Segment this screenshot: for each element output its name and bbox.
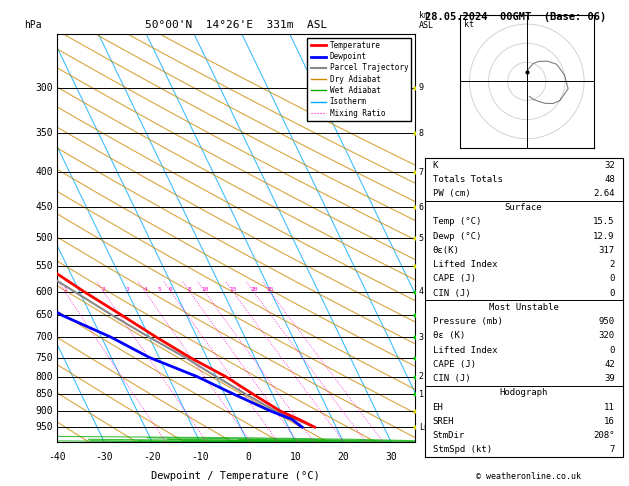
Text: 5: 5 <box>157 287 161 292</box>
Text: -20: -20 <box>143 452 161 463</box>
Text: 9: 9 <box>419 83 424 92</box>
Text: 550: 550 <box>35 261 53 271</box>
Text: 850: 850 <box>35 389 53 399</box>
Text: Mixing Ratio (g/kg): Mixing Ratio (g/kg) <box>451 187 460 289</box>
Text: 317: 317 <box>599 246 615 255</box>
Text: 20: 20 <box>338 452 349 463</box>
Text: Surface: Surface <box>505 203 542 212</box>
Text: 2.64: 2.64 <box>593 189 615 198</box>
Text: 320: 320 <box>599 331 615 340</box>
Text: 600: 600 <box>35 287 53 297</box>
Text: 2: 2 <box>419 372 424 381</box>
Text: 500: 500 <box>35 233 53 243</box>
Text: 2: 2 <box>102 287 106 292</box>
Text: -10: -10 <box>191 452 209 463</box>
Text: 20: 20 <box>250 287 257 292</box>
Text: 400: 400 <box>35 168 53 177</box>
Text: K: K <box>433 160 438 170</box>
Title: 50°00'N  14°26'E  331m  ASL: 50°00'N 14°26'E 331m ASL <box>145 20 327 31</box>
Text: 7: 7 <box>419 168 424 177</box>
Text: CIN (J): CIN (J) <box>433 289 470 297</box>
Text: 3: 3 <box>126 287 130 292</box>
Text: 750: 750 <box>35 352 53 363</box>
Text: 39: 39 <box>604 374 615 383</box>
Text: 11: 11 <box>604 402 615 412</box>
Text: kt: kt <box>464 20 474 29</box>
Legend: Temperature, Dewpoint, Parcel Trajectory, Dry Adiabat, Wet Adiabat, Isotherm, Mi: Temperature, Dewpoint, Parcel Trajectory… <box>308 38 411 121</box>
Text: km
ASL: km ASL <box>419 11 434 30</box>
Text: θε(K): θε(K) <box>433 246 459 255</box>
Text: 300: 300 <box>35 83 53 93</box>
Text: 48: 48 <box>604 175 615 184</box>
Text: Hodograph: Hodograph <box>499 388 548 397</box>
Text: Dewpoint / Temperature (°C): Dewpoint / Temperature (°C) <box>152 471 320 481</box>
Text: 42: 42 <box>604 360 615 369</box>
Text: 1: 1 <box>419 390 424 399</box>
Text: 3: 3 <box>419 333 424 342</box>
Text: 16: 16 <box>604 417 615 426</box>
Text: 4: 4 <box>143 287 147 292</box>
Text: 10: 10 <box>201 287 209 292</box>
Text: 12.9: 12.9 <box>593 232 615 241</box>
Text: Lifted Index: Lifted Index <box>433 346 497 355</box>
Text: Temp (°C): Temp (°C) <box>433 218 481 226</box>
Text: 15.5: 15.5 <box>593 218 615 226</box>
Text: StmSpd (kt): StmSpd (kt) <box>433 445 492 454</box>
Text: 6: 6 <box>169 287 173 292</box>
Text: Dewp (°C): Dewp (°C) <box>433 232 481 241</box>
Text: hPa: hPa <box>25 20 42 30</box>
Text: 10: 10 <box>290 452 301 463</box>
Text: 28.05.2024  00GMT  (Base: 06): 28.05.2024 00GMT (Base: 06) <box>425 12 606 22</box>
Text: 0: 0 <box>610 275 615 283</box>
Text: 32: 32 <box>604 160 615 170</box>
Text: Most Unstable: Most Unstable <box>489 303 559 312</box>
Text: 0: 0 <box>610 289 615 297</box>
Text: 950: 950 <box>35 422 53 432</box>
Text: 450: 450 <box>35 202 53 212</box>
Text: θε (K): θε (K) <box>433 331 465 340</box>
Text: StmDir: StmDir <box>433 431 465 440</box>
Text: Totals Totals: Totals Totals <box>433 175 503 184</box>
Text: Lifted Index: Lifted Index <box>433 260 497 269</box>
Text: 2: 2 <box>610 260 615 269</box>
Text: 25: 25 <box>267 287 274 292</box>
Text: 6: 6 <box>419 203 424 211</box>
Text: © weatheronline.co.uk: © weatheronline.co.uk <box>476 472 581 481</box>
Text: CIN (J): CIN (J) <box>433 374 470 383</box>
Text: EH: EH <box>433 402 443 412</box>
Text: PW (cm): PW (cm) <box>433 189 470 198</box>
Text: 900: 900 <box>35 406 53 416</box>
Text: -40: -40 <box>48 452 65 463</box>
Text: 700: 700 <box>35 332 53 342</box>
Text: 7: 7 <box>610 445 615 454</box>
Text: 208°: 208° <box>593 431 615 440</box>
Text: 0: 0 <box>610 346 615 355</box>
Text: 650: 650 <box>35 311 53 320</box>
Text: 30: 30 <box>386 452 397 463</box>
Text: 950: 950 <box>599 317 615 326</box>
Text: 8: 8 <box>188 287 192 292</box>
Text: CAPE (J): CAPE (J) <box>433 275 476 283</box>
Text: -30: -30 <box>96 452 113 463</box>
Text: 8: 8 <box>419 129 424 138</box>
Text: CAPE (J): CAPE (J) <box>433 360 476 369</box>
Text: 800: 800 <box>35 372 53 382</box>
Text: Pressure (mb): Pressure (mb) <box>433 317 503 326</box>
Text: 4: 4 <box>419 287 424 296</box>
Text: 0: 0 <box>245 452 251 463</box>
Text: 5: 5 <box>419 234 424 243</box>
Text: LCL: LCL <box>419 423 434 432</box>
Text: 350: 350 <box>35 128 53 138</box>
Text: 1: 1 <box>63 287 67 292</box>
Text: 15: 15 <box>230 287 237 292</box>
Text: SREH: SREH <box>433 417 454 426</box>
